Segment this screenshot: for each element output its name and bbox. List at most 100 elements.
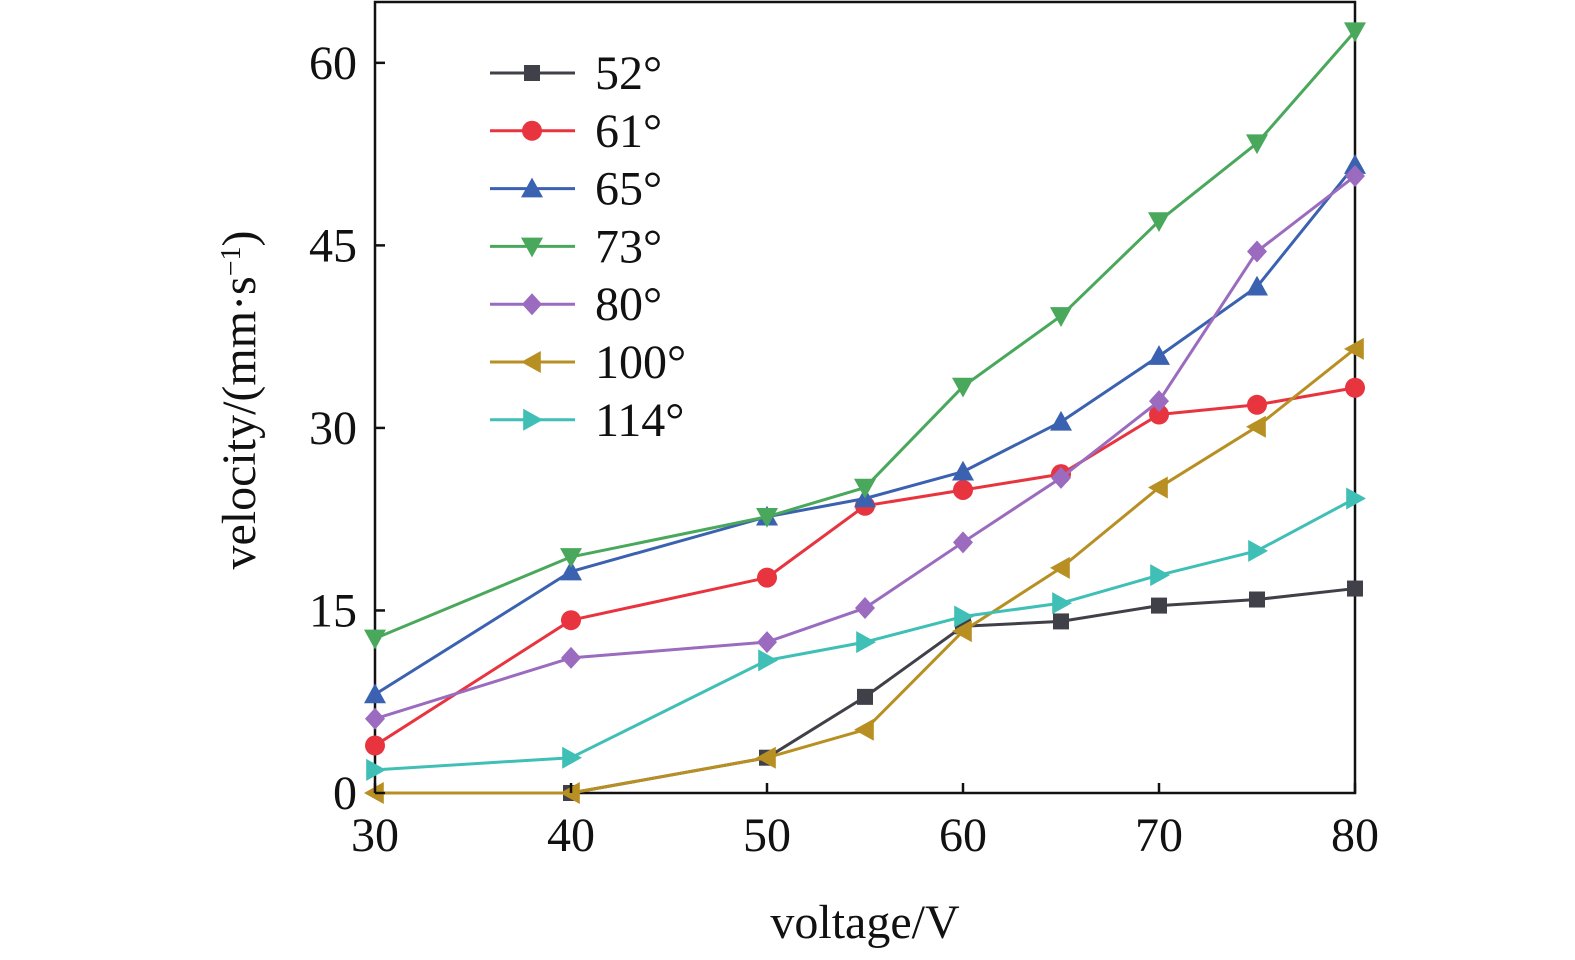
data-point xyxy=(560,560,582,581)
data-point xyxy=(953,479,973,500)
data-point xyxy=(364,683,386,704)
legend-marker xyxy=(522,120,542,141)
data-point xyxy=(1345,165,1365,188)
data-point xyxy=(1246,275,1268,296)
x-tick-label: 70 xyxy=(1135,809,1183,862)
data-point xyxy=(1344,337,1364,360)
data-point xyxy=(1344,154,1366,174)
data-point xyxy=(952,460,974,481)
data-point xyxy=(1050,556,1070,579)
data-point xyxy=(758,649,778,672)
legend-label: 65° xyxy=(595,163,662,216)
data-point xyxy=(1149,404,1169,425)
y-axis-title: velocity/(mm·s−1) xyxy=(213,230,266,569)
data-point xyxy=(562,746,582,769)
series-1 xyxy=(563,580,1363,801)
y-tick-label: 45 xyxy=(309,219,357,272)
legend: 52°61°65°73°80°100°114° xyxy=(490,47,686,447)
x-tick-label: 50 xyxy=(743,809,791,862)
y-axis-title-main: velocity/(mm·s xyxy=(213,276,266,569)
data-point xyxy=(365,735,385,756)
legend-marker xyxy=(523,408,543,431)
series-7 xyxy=(366,487,1366,781)
data-point xyxy=(952,377,974,398)
data-point xyxy=(1347,580,1363,597)
legend-item: 114° xyxy=(490,394,684,447)
data-point xyxy=(756,507,778,528)
series-3 xyxy=(364,154,1366,704)
legend-marker xyxy=(522,293,542,316)
data-point xyxy=(952,620,972,643)
data-point xyxy=(1051,466,1071,489)
data-point xyxy=(953,531,973,554)
data-point xyxy=(757,567,777,588)
series-layer xyxy=(364,22,1366,804)
y-axis-ticks: 0 15 30 45 60 xyxy=(309,37,385,820)
legend-label: 80° xyxy=(595,278,662,331)
x-tick-label: 60 xyxy=(939,809,987,862)
data-point xyxy=(1050,410,1072,431)
data-point xyxy=(756,746,776,769)
x-tick-label: 80 xyxy=(1331,809,1379,862)
data-point xyxy=(1344,22,1366,43)
data-point xyxy=(1247,394,1267,415)
legend-item: 61° xyxy=(490,105,662,158)
data-point xyxy=(1247,240,1267,263)
data-point xyxy=(560,548,582,568)
legend-marker xyxy=(521,237,543,258)
data-point xyxy=(757,631,777,654)
x-axis-ticks: 30 40 50 60 70 80 xyxy=(351,783,1379,862)
legend-item: 73° xyxy=(490,220,662,273)
y-tick-label: 60 xyxy=(309,37,357,90)
data-point xyxy=(1249,591,1265,608)
data-point xyxy=(1346,487,1366,510)
data-point xyxy=(1151,597,1167,614)
data-point xyxy=(561,646,581,669)
data-point xyxy=(1150,564,1170,587)
y-axis-title-close: ) xyxy=(213,230,266,246)
legend-label: 52° xyxy=(595,47,662,100)
data-point xyxy=(854,478,876,499)
series-6 xyxy=(364,337,1364,804)
legend-item: 52° xyxy=(490,47,662,100)
data-point xyxy=(854,718,874,741)
data-point xyxy=(366,758,386,781)
data-point xyxy=(855,597,875,620)
data-point xyxy=(1148,212,1170,233)
data-point xyxy=(1246,134,1268,155)
legend-marker xyxy=(521,351,541,373)
series-5 xyxy=(365,165,1365,730)
data-point xyxy=(365,707,385,730)
x-axis-title: voltage/V xyxy=(770,896,960,949)
legend-item: 80° xyxy=(490,278,662,331)
legend-item: 65° xyxy=(490,163,662,216)
data-point xyxy=(1246,415,1266,438)
data-point xyxy=(1345,377,1365,398)
data-point xyxy=(1149,390,1169,413)
legend-marker xyxy=(521,177,543,198)
data-point xyxy=(856,631,876,654)
x-tick-label: 30 xyxy=(351,809,399,862)
y-axis-title-exponent: −1 xyxy=(216,246,247,276)
y-tick-label: 0 xyxy=(333,767,357,820)
data-point xyxy=(1248,539,1268,562)
data-point xyxy=(1052,592,1072,615)
data-point xyxy=(1050,307,1072,327)
data-point xyxy=(364,629,386,650)
legend-item: 100° xyxy=(490,336,686,389)
y-tick-label: 30 xyxy=(309,402,357,455)
y-tick-label: 15 xyxy=(309,584,357,637)
series-line xyxy=(570,587,1356,795)
series-4 xyxy=(364,22,1366,650)
x-tick-label: 40 xyxy=(547,809,595,862)
data-point xyxy=(1053,613,1069,630)
legend-label: 73° xyxy=(595,220,662,273)
legend-marker xyxy=(524,65,540,81)
legend-label: 114° xyxy=(595,394,684,447)
data-point xyxy=(857,688,873,705)
series-line xyxy=(374,30,1357,640)
legend-label: 61° xyxy=(595,105,662,158)
data-point xyxy=(954,605,974,628)
data-point xyxy=(1148,476,1168,499)
